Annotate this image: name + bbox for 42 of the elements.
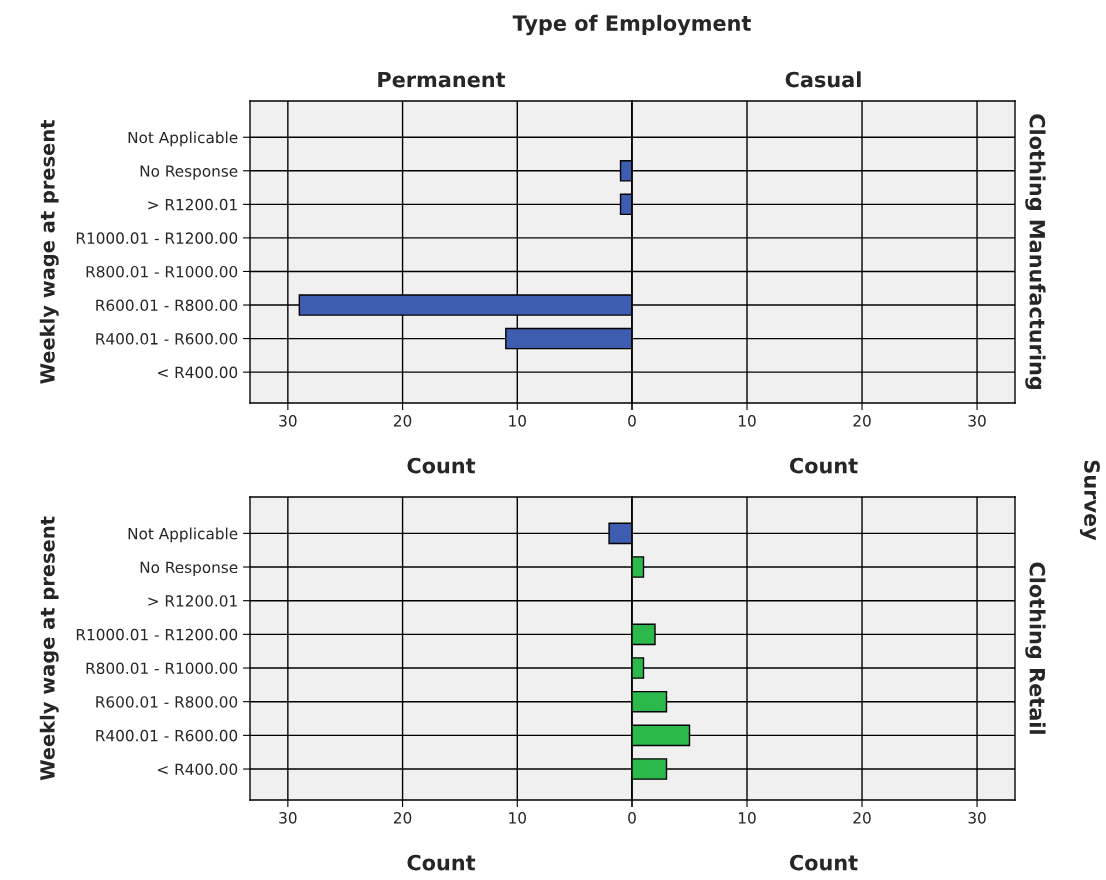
y-tick-label: < R400.00 <box>158 763 238 776</box>
y-tick-label: > R1200.01 <box>148 198 237 211</box>
x-tick-label: 10 <box>509 812 526 824</box>
y-tick-label: R1000.01 - R1200.00 <box>76 232 238 244</box>
y-axis-title: Weekly wage at present <box>39 516 59 781</box>
x-axis-title: Count <box>407 854 476 871</box>
x-tick-label: 20 <box>853 415 871 427</box>
chart-title: Permanent <box>378 71 506 88</box>
y2-axis-title: Clothing Manufacturing <box>1025 114 1046 390</box>
y-tick-label: No Response <box>140 165 238 180</box>
text: Type of Employment <box>512 14 751 36</box>
y-tick-label: R600.01 - R800.00 <box>96 299 238 312</box>
x-tick-label: 30 <box>279 415 297 427</box>
x-axis-title: Count <box>407 457 476 474</box>
x-tick-label: 20 <box>393 812 412 824</box>
y-tick-label: No Response <box>140 561 238 577</box>
x-tick-label: 10 <box>509 415 526 427</box>
x-axis-title: Count <box>789 457 858 474</box>
x-tick-label: 30 <box>968 415 986 427</box>
y-tick-label: R400.01 - R600.00 <box>96 333 238 345</box>
y2-axis-title: Clothing Retail <box>1025 562 1046 734</box>
text: Survey <box>1079 460 1100 541</box>
y-tick-label: Not Applicable <box>128 527 238 543</box>
y-tick-label: R800.01 - R1000.00 <box>86 265 238 278</box>
x-tick-label: 0 <box>628 812 636 824</box>
x-tick-label: 0 <box>628 415 636 427</box>
x-tick-label: 30 <box>279 812 297 824</box>
y-tick-label: Not Applicable <box>128 131 238 147</box>
y-tick-label: R1000.01 - R1200.00 <box>76 628 238 641</box>
y-tick-label: < R400.00 <box>158 366 238 379</box>
x-tick-label: 20 <box>853 812 871 824</box>
y-tick-label: R800.01 - R1000.00 <box>86 662 238 675</box>
x-tick-label: 10 <box>738 415 756 427</box>
y-tick-label: R400.01 - R600.00 <box>96 729 238 742</box>
x-tick-label: 20 <box>393 415 412 427</box>
x-tick-label: 30 <box>968 812 986 824</box>
x-axis-title: Count <box>789 854 858 871</box>
y-tick-label: > R1200.01 <box>148 595 237 607</box>
y-axis-title: Weekly wage at present <box>39 120 59 384</box>
x-tick-label: 10 <box>738 812 756 824</box>
chart-title: Casual <box>785 71 861 88</box>
y-tick-label: R600.01 - R800.00 <box>96 696 238 708</box>
